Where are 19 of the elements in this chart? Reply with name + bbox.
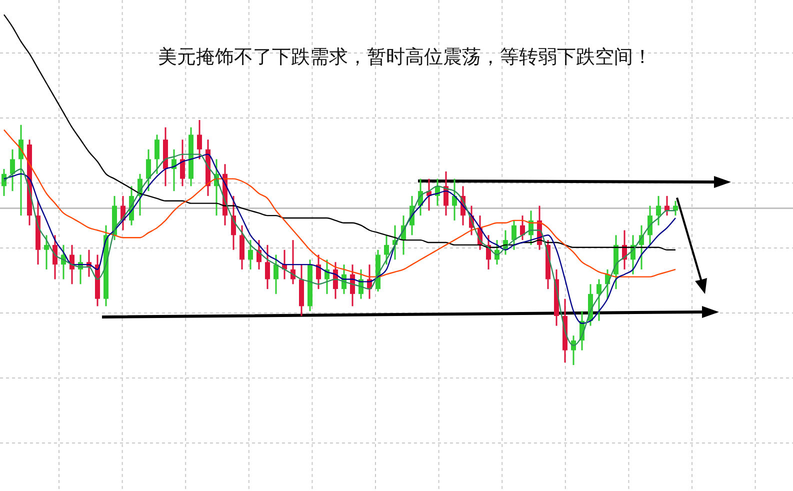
candlestick — [10, 148, 15, 192]
candlestick — [656, 195, 661, 226]
candlestick — [274, 254, 278, 295]
candlestick — [384, 234, 389, 266]
candlestick — [180, 138, 185, 187]
chart-title: 美元掩饰不了下跌需求，暂时高位震荡，等转弱下跌空间！ — [158, 46, 652, 68]
candlestick — [316, 254, 321, 290]
candlestick — [452, 178, 457, 222]
candlestick — [648, 205, 652, 246]
candlestick — [154, 134, 160, 175]
candlestick — [596, 278, 602, 322]
candlestick — [197, 119, 202, 160]
candlestick — [52, 234, 58, 280]
candlestick — [146, 148, 151, 192]
candlestick — [265, 244, 270, 290]
candlestick — [248, 239, 253, 270]
candlestick — [44, 234, 49, 270]
candlestick — [512, 220, 516, 251]
candlestick — [520, 214, 525, 241]
